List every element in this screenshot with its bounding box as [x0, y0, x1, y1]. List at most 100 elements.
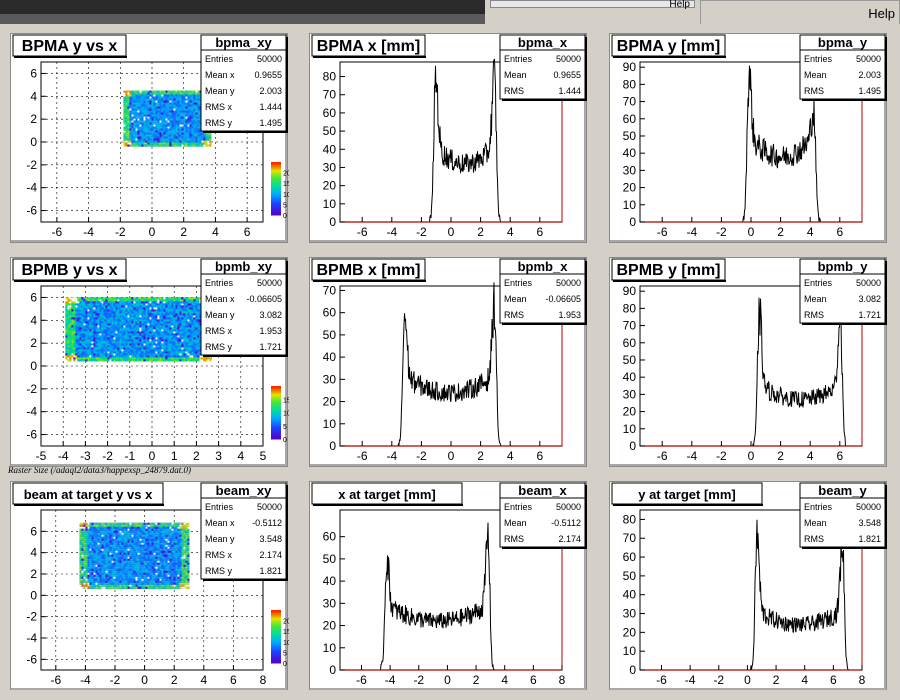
help-menu-back[interactable]: Help: [490, 0, 695, 10]
help-menu[interactable]: Help: [700, 0, 900, 26]
stats-value: 3.548: [858, 518, 881, 528]
x-tick-label: 0: [149, 225, 156, 239]
pad-title: BPMB y [mm]: [616, 262, 720, 279]
y-tick-label: 30: [623, 163, 637, 177]
stats-key: RMS: [804, 86, 824, 96]
stats-value: 2.003: [858, 70, 881, 80]
pad-bpma_y[interactable]: -6 -4 -2 0 2 4 6 0 10 20 30 40 50 60 70 80 90 BPMA y [mm]…: [609, 33, 887, 243]
x-tick-label: 6: [530, 673, 537, 687]
y-tick-label: 2: [30, 112, 37, 126]
window-titlebar: Help Help: [0, 0, 900, 28]
y-tick-label: 70: [623, 531, 637, 545]
x-tick-label: 2: [777, 225, 784, 239]
color-bar: 0 5 10 15 20: [271, 162, 289, 220]
stats-key: Mean: [504, 518, 527, 528]
stats-key: RMS: [504, 310, 524, 320]
stats-key: Entries: [804, 278, 833, 288]
pad-beam_xy[interactable]: 0 5 10 15 20 -6 -4 -2 0 2 4 6 8 -6 -4 -2 0 2 4 6 beam at tar…: [10, 481, 289, 691]
x-tick-label: 4: [807, 225, 814, 239]
pad-bpma_xy[interactable]: 0 5 10 15 20 -6 -4 -2 0 2 4 6 -6 -4 -2 0 2 4 6 BPMA y vs x b…: [10, 33, 289, 243]
stats-value: 50000: [257, 278, 282, 288]
x-tick-label: -4: [80, 673, 91, 687]
x-tick-label: 4: [501, 673, 508, 687]
stats-box: [200, 34, 287, 132]
y-tick-label: 50: [323, 124, 337, 138]
stats-box: [499, 482, 586, 548]
y-tick-label: 70: [623, 95, 637, 109]
colorbar-tick-label: 10: [283, 411, 289, 418]
stats-value: 1.495: [259, 118, 282, 128]
x-tick-label: -6: [357, 225, 368, 239]
y-tick-label: 20: [623, 625, 637, 639]
y-tick-label: -2: [26, 382, 37, 396]
colorbar-tick-label: 20: [283, 171, 289, 178]
y-tick-label: 70: [623, 319, 637, 333]
stats-value: 1.444: [558, 86, 581, 96]
pad-bpmb_x[interactable]: -6 -4 -2 0 2 4 6 0 10 20 30 40 50 60 70 BPMB x [mm] bpmb…: [309, 257, 587, 467]
y-tick-label: 2: [30, 567, 37, 581]
y-tick-label: 6: [30, 524, 37, 538]
pad-bpmb_y[interactable]: -6 -4 -2 0 2 4 6 0 10 20 30 40 50 60 70 80 90 BPMB y [mm]…: [609, 257, 887, 467]
x-tick-label: -2: [102, 449, 113, 463]
pad-bpmb_xy[interactable]: 0 5 10 15 -5 -4 -3 -2 -1 0 1 2 3 4 5 -6 -4 -2 0 2 4 6 BPMB y v…: [10, 257, 289, 467]
x-tick-label: 0: [444, 673, 451, 687]
pad-title: x at target [mm]: [338, 487, 436, 502]
pad-beam_y[interactable]: -6 -4 -2 0 2 4 6 8 0 10 20 30 40 50 60 70 80 y at target …: [609, 481, 887, 691]
stats-value: -0.5112: [551, 518, 581, 528]
x-tick-label: -1: [124, 449, 135, 463]
y-tick-label: 60: [323, 306, 337, 320]
y-tick-label: 60: [323, 530, 337, 544]
y-tick-label: 80: [623, 301, 637, 315]
stats-value: 1.721: [259, 342, 282, 352]
pad-bpma_x[interactable]: -6 -4 -2 0 2 4 6 0 10 20 30 40 50 60 70 80 BPMA x [mm] bp…: [309, 33, 587, 243]
stats-value: 3.548: [259, 534, 282, 544]
stats-value: 0.9655: [254, 70, 282, 80]
stats-value: -0.5112: [252, 518, 282, 528]
x-tick-label: -5: [36, 449, 47, 463]
pad-beam_x[interactable]: -6 -4 -2 0 2 4 6 8 0 10 20 30 40 50 60 x at target [mm]…: [309, 481, 587, 691]
x-tick-label: -6: [357, 449, 368, 463]
colorbar-tick-label: 15: [283, 397, 289, 404]
x-tick-label: 2: [180, 225, 187, 239]
x-tick-label: -2: [713, 673, 724, 687]
y-tick-label: 20: [323, 179, 337, 193]
y-tick-label: 70: [323, 88, 337, 102]
y-tick-label: 0: [629, 663, 636, 677]
y-tick-label: 30: [623, 387, 637, 401]
stats-value: 1.821: [259, 566, 282, 576]
stats-key: Entries: [205, 502, 234, 512]
stats-key: Entries: [804, 502, 833, 512]
y-tick-label: 60: [323, 106, 337, 120]
x-tick-label: -6: [656, 673, 667, 687]
y-tick-label: 0: [30, 135, 37, 149]
y-tick-label: 10: [323, 417, 337, 431]
x-tick-label: 4: [212, 225, 219, 239]
y-tick-label: 50: [623, 569, 637, 583]
stats-value: 1.953: [558, 310, 581, 320]
x-tick-label: 4: [200, 673, 207, 687]
stats-key: RMS x: [205, 550, 233, 560]
stats-key: RMS x: [205, 102, 233, 112]
stats-key: RMS x: [205, 326, 233, 336]
x-tick-label: 0: [744, 673, 751, 687]
y-tick-label: 0: [30, 588, 37, 602]
y-tick-label: 20: [623, 181, 637, 195]
stats-title: beam_xy: [216, 483, 272, 498]
stats-box: [200, 482, 287, 580]
stats-key: RMS y: [205, 566, 233, 576]
y-tick-label: 0: [329, 439, 336, 453]
y-tick-label: 0: [629, 215, 636, 229]
bottom-strip: [0, 690, 900, 700]
x-tick-label: -4: [686, 225, 697, 239]
density-points: [79, 522, 190, 589]
y-tick-label: 30: [323, 596, 337, 610]
stats-value: 2.174: [558, 534, 581, 544]
stats-value: 50000: [556, 502, 581, 512]
stats-key: RMS y: [205, 118, 233, 128]
colorbar-tick-label: 5: [283, 650, 287, 657]
stats-key: Mean: [804, 294, 827, 304]
stats-title: bpma_x: [518, 35, 568, 50]
stats-key: Mean x: [205, 294, 235, 304]
